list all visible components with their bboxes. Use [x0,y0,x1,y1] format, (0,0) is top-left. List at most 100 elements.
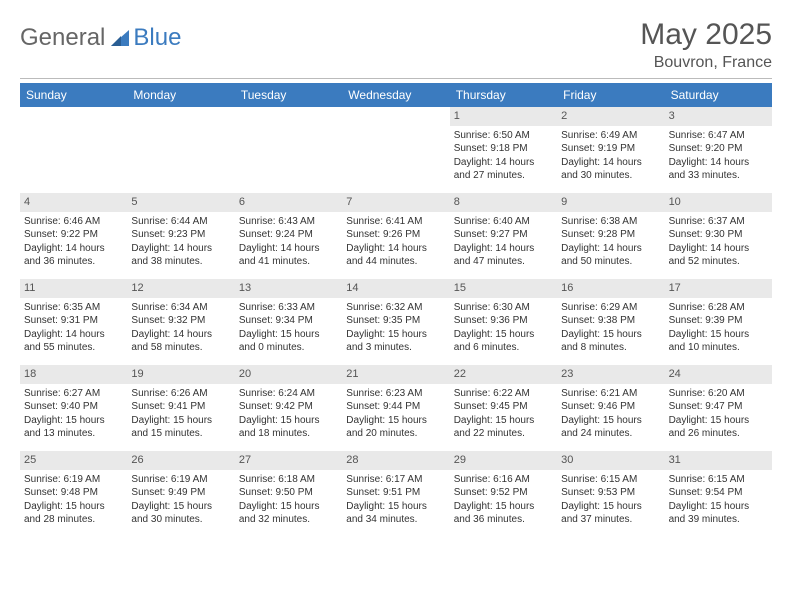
sunset-line: Sunset: 9:26 PM [346,228,445,242]
sunset-line: Sunset: 9:49 PM [131,486,230,500]
daylight-line: Daylight: 15 hours and 22 minutes. [454,414,553,441]
sunrise-line: Sunrise: 6:33 AM [239,301,338,315]
brand-general: General [20,24,105,52]
day-number: 20 [235,365,342,384]
calendar-cell-empty [342,107,449,193]
day-details: Sunrise: 6:20 AMSunset: 9:47 PMDaylight:… [669,387,768,441]
sunrise-line: Sunrise: 6:23 AM [346,387,445,401]
location-label: Bouvron, France [640,54,772,72]
calendar-cell: 18 Sunrise: 6:27 AMSunset: 9:40 PMDayligh… [20,365,127,451]
month-title: May 2025 [640,18,772,52]
sunrise-line: Sunrise: 6:26 AM [131,387,230,401]
sunset-line: Sunset: 9:18 PM [454,142,553,156]
sunrise-line: Sunrise: 6:32 AM [346,301,445,315]
calendar-cell: 21Sunrise: 6:23 AMSunset: 9:44 PMDayligh… [342,365,449,451]
day-number: 31 [665,451,772,470]
day-number: 3 [665,107,772,126]
daylight-line: Daylight: 14 hours and 30 minutes. [561,156,660,183]
day-details: Sunrise: 6:19 AMSunset: 9:49 PMDaylight:… [131,473,230,527]
daylight-line: Daylight: 14 hours and 33 minutes. [669,156,768,183]
sunset-line: Sunset: 9:53 PM [561,486,660,500]
sunset-line: Sunset: 9:41 PM [131,400,230,414]
sunset-line: Sunset: 9:51 PM [346,486,445,500]
day-number: 25 [20,451,127,470]
brand-logo: General Blue [20,18,181,52]
daylight-line: Daylight: 15 hours and 15 minutes. [131,414,230,441]
day-number: 13 [235,279,342,298]
calendar-cell-empty [20,107,127,193]
title-block: May 2025 Bouvron, France [640,18,772,72]
day-details: Sunrise: 6:40 AMSunset: 9:27 PMDaylight:… [454,215,553,269]
day-number: 26 [127,451,234,470]
calendar-cell: 27Sunrise: 6:18 AMSunset: 9:50 PMDayligh… [235,451,342,537]
day-details: Sunrise: 6:34 AMSunset: 9:32 PMDaylight:… [131,301,230,355]
sunrise-line: Sunrise: 6:49 AM [561,129,660,143]
dow-header: Thursday [450,83,557,107]
sunset-line: Sunset: 9:40 PM [24,400,123,414]
day-details: Sunrise: 6:18 AMSunset: 9:50 PMDaylight:… [239,473,338,527]
sunset-line: Sunset: 9:27 PM [454,228,553,242]
day-number: 19 [127,365,234,384]
daylight-line: Daylight: 15 hours and 32 minutes. [239,500,338,527]
day-details: Sunrise: 6:15 AMSunset: 9:53 PMDaylight:… [561,473,660,527]
dow-header: Tuesday [235,83,342,107]
daylight-line: Daylight: 15 hours and 8 minutes. [561,328,660,355]
day-number: 29 [450,451,557,470]
sunset-line: Sunset: 9:24 PM [239,228,338,242]
calendar-cell: 15Sunrise: 6:30 AMSunset: 9:36 PMDayligh… [450,279,557,365]
sunset-line: Sunset: 9:28 PM [561,228,660,242]
day-details: Sunrise: 6:37 AMSunset: 9:30 PMDaylight:… [669,215,768,269]
day-details: Sunrise: 6:44 AMSunset: 9:23 PMDaylight:… [131,215,230,269]
day-details: Sunrise: 6:24 AMSunset: 9:42 PMDaylight:… [239,387,338,441]
daylight-line: Daylight: 15 hours and 36 minutes. [454,500,553,527]
day-number: 12 [127,279,234,298]
calendar-cell: 7Sunrise: 6:41 AMSunset: 9:26 PMDaylight… [342,193,449,279]
daylight-line: Daylight: 14 hours and 44 minutes. [346,242,445,269]
day-details: Sunrise: 6:27 AMSunset: 9:40 PMDaylight:… [24,387,123,441]
sunset-line: Sunset: 9:50 PM [239,486,338,500]
sunrise-line: Sunrise: 6:29 AM [561,301,660,315]
daylight-line: Daylight: 15 hours and 3 minutes. [346,328,445,355]
sunrise-line: Sunrise: 6:24 AM [239,387,338,401]
daylight-line: Daylight: 15 hours and 13 minutes. [24,414,123,441]
day-number: 30 [557,451,664,470]
calendar-cell: 20 Sunrise: 6:24 AMSunset: 9:42 PMDayligh… [235,365,342,451]
day-number: 6 [235,193,342,212]
calendar-cell: 6 Sunrise: 6:43 AMSunset: 9:24 PMDaylight… [235,193,342,279]
day-number: 28 [342,451,449,470]
sunrise-line: Sunrise: 6:17 AM [346,473,445,487]
calendar-cell: 19 Sunrise: 6:26 AMSunset: 9:41 PMDayligh… [127,365,234,451]
sunset-line: Sunset: 9:35 PM [346,314,445,328]
sunset-line: Sunset: 9:36 PM [454,314,553,328]
sunrise-line: Sunrise: 6:30 AM [454,301,553,315]
sunrise-line: Sunrise: 6:44 AM [131,215,230,229]
calendar-cell: 26 Sunrise: 6:19 AMSunset: 9:49 PMDayligh… [127,451,234,537]
day-number: 16 [557,279,664,298]
sunrise-line: Sunrise: 6:35 AM [24,301,123,315]
day-details: Sunrise: 6:49 AMSunset: 9:19 PMDaylight:… [561,129,660,183]
day-details: Sunrise: 6:35 AMSunset: 9:31 PMDaylight:… [24,301,123,355]
sunset-line: Sunset: 9:48 PM [24,486,123,500]
sunset-line: Sunset: 9:54 PM [669,486,768,500]
day-details: Sunrise: 6:32 AMSunset: 9:35 PMDaylight:… [346,301,445,355]
sunset-line: Sunset: 9:39 PM [669,314,768,328]
day-number: 10 [665,193,772,212]
calendar-cell: 4Sunrise: 6:46 AMSunset: 9:22 PMDaylight… [20,193,127,279]
calendar-cell: 25Sunrise: 6:19 AMSunset: 9:48 PMDayligh… [20,451,127,537]
daylight-line: Daylight: 14 hours and 38 minutes. [131,242,230,269]
sunrise-line: Sunrise: 6:15 AM [669,473,768,487]
day-details: Sunrise: 6:28 AMSunset: 9:39 PMDaylight:… [669,301,768,355]
day-number: 18 [20,365,127,384]
day-number: 15 [450,279,557,298]
sunset-line: Sunset: 9:42 PM [239,400,338,414]
calendar-cell: 16Sunrise: 6:29 AMSunset: 9:38 PMDayligh… [557,279,664,365]
day-number: 7 [342,193,449,212]
day-details: Sunrise: 6:50 AMSunset: 9:18 PMDaylight:… [454,129,553,183]
day-number: 22 [450,365,557,384]
sunrise-line: Sunrise: 6:40 AM [454,215,553,229]
day-details: Sunrise: 6:16 AMSunset: 9:52 PMDaylight:… [454,473,553,527]
day-details: Sunrise: 6:43 AMSunset: 9:24 PMDaylight:… [239,215,338,269]
calendar-cell: 24Sunrise: 6:20 AMSunset: 9:47 PMDayligh… [665,365,772,451]
day-number: 14 [342,279,449,298]
calendar-grid: SundayMondayTuesdayWednesdayThursdayFrid… [20,83,772,537]
